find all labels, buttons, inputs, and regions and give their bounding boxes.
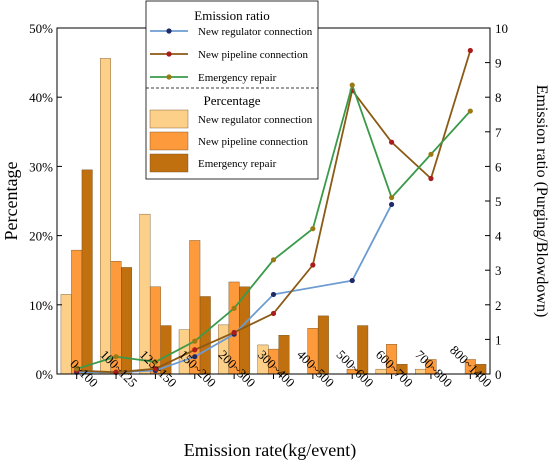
line-point-2-3 — [192, 338, 198, 344]
legend-bar-title: Percentage — [203, 93, 260, 108]
legend-line-title: Emission ratio — [194, 8, 269, 23]
legend-bar-swatch-0 — [149, 109, 189, 129]
legend-line-label-1: New pipeline connection — [198, 49, 308, 61]
legend-bar-label-2: Emergency repair — [198, 158, 277, 170]
bar-0-1 — [100, 58, 111, 375]
line-point-1-10 — [467, 47, 473, 54]
y2-axis-label: Emission ratio (Purging/Blowdown) — [533, 85, 550, 318]
y2-tick-label-2: 2 — [495, 298, 502, 313]
y-tick-label-0: 0% — [36, 367, 54, 382]
y2-tick-label-0: 0 — [495, 367, 502, 382]
line-point-1-2 — [152, 366, 159, 372]
y-tick-label-1: 10% — [29, 298, 53, 313]
y2-tick-label-9: 9 — [495, 56, 502, 71]
y2-tick-label-6: 6 — [495, 159, 502, 174]
y2-tick-label-3: 3 — [495, 263, 502, 278]
legend-line-label-2: Emergency repair — [198, 72, 277, 84]
line-point-0-7 — [388, 201, 395, 208]
legend-line-marker-0 — [166, 28, 172, 34]
line-point-2-1 — [113, 354, 119, 360]
y2-tick-label-1: 1 — [495, 332, 502, 347]
x-axis-label: Emission rate(kg/event) — [184, 440, 356, 461]
y2-tick-label-10: 10 — [495, 21, 508, 36]
legend-line-marker-1 — [166, 51, 172, 57]
y-tick-label-5: 50% — [29, 21, 53, 36]
line-point-2-10 — [467, 108, 473, 114]
y2-tick-label-8: 8 — [495, 90, 502, 105]
y2-tick-label-4: 4 — [495, 229, 502, 244]
line-point-2-0 — [74, 366, 80, 372]
line-point-2-5 — [270, 257, 277, 263]
line-point-1-5 — [270, 310, 277, 317]
line-point-0-5 — [270, 291, 277, 298]
bar-0-8 — [375, 368, 387, 375]
y-tick-label-3: 30% — [29, 159, 53, 174]
legend: Emission ratio New regulator connection Ne… — [145, 0, 319, 180]
bar-1-0 — [71, 249, 83, 375]
line-point-2-8 — [388, 194, 395, 201]
line-point-2-9 — [428, 151, 434, 157]
x-tick-label-7: 500~600 — [334, 347, 377, 390]
line-point-2-4 — [231, 305, 237, 311]
legend-line-marker-2 — [166, 74, 172, 80]
bar-0-0 — [60, 294, 72, 375]
legend-bar-swatch-2 — [149, 153, 189, 173]
line-point-0-3 — [192, 354, 198, 360]
legend-bar-label-0: New regulator connection — [198, 114, 313, 126]
legend-bar-label-1: New pipeline connection — [198, 136, 308, 148]
line-point-2-2 — [152, 359, 159, 365]
line-point-1-9 — [428, 175, 434, 182]
line-point-0-6 — [349, 277, 355, 284]
y2-tick-label-5: 5 — [495, 194, 502, 209]
y2-tick-label-7: 7 — [495, 125, 502, 140]
y-tick-label-4: 40% — [29, 90, 53, 105]
line-point-2-6 — [310, 226, 316, 232]
x-tick-label-10: 800~1400 — [447, 342, 495, 390]
bar-0-9 — [415, 368, 426, 375]
bar-2-0 — [81, 169, 93, 375]
legend-bar-swatch-1 — [149, 131, 189, 151]
legend-line-label-0: New regulator connection — [198, 26, 313, 38]
line-point-2-7 — [349, 82, 355, 88]
line-point-1-6 — [310, 262, 316, 268]
line-point-1-8 — [388, 139, 395, 145]
line-point-1-3 — [192, 347, 198, 353]
y-axis-label: Percentage — [1, 162, 21, 241]
y-tick-label-2: 20% — [29, 229, 53, 244]
line-point-1-4 — [231, 329, 237, 336]
